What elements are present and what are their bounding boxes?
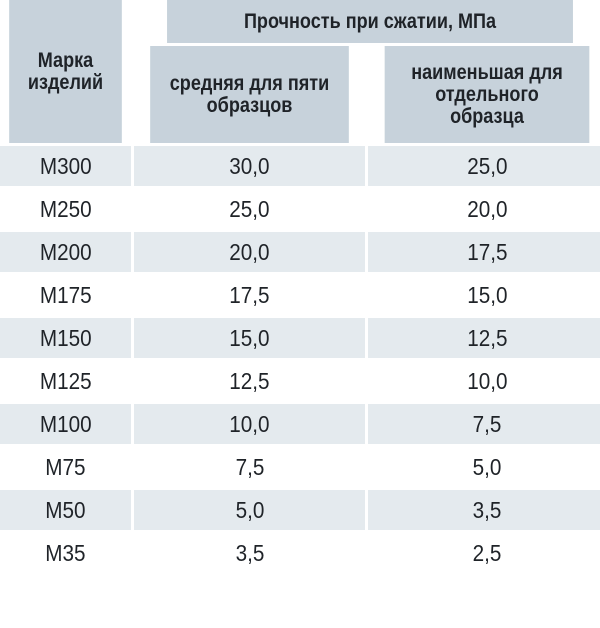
table-row: M200 20,0 17,5 [0,232,600,272]
table-row: M125 12,5 10,0 [0,361,600,401]
header-strength-group-label: Прочность при сжатии, МПа [243,9,497,33]
min-value: 17,5 [466,238,508,265]
avg-value: 7,5 [235,453,264,480]
avg-value: 30,0 [229,152,270,179]
grade-value: M250 [39,195,92,222]
avg-cell: 30,0 [134,146,365,186]
strength-table: Марка изделий Прочность при сжатии, МПа … [0,0,600,573]
grade-cell: M200 [0,232,131,272]
table-row: M150 15,0 12,5 [0,318,600,358]
grade-value: M200 [39,238,92,265]
table-body: M300 30,0 25,0 M250 25,0 20,0 M200 20,0 … [0,146,600,573]
min-cell: 5,0 [368,447,600,487]
grade-cell: M150 [0,318,131,358]
table-row: M50 5,0 3,5 [0,490,600,530]
min-cell: 10,0 [368,361,600,401]
table-row: M35 3,5 2,5 [0,533,600,573]
grade-value: M100 [39,410,92,437]
avg-cell: 5,0 [134,490,365,530]
min-value: 5,0 [472,453,502,480]
header-avg: средняя для пяти образцов [150,46,349,143]
min-cell: 20,0 [368,189,600,229]
table-row: M250 25,0 20,0 [0,189,600,229]
header-strength-group: Прочность при сжатии, МПа [167,0,573,43]
avg-value: 5,0 [235,496,264,523]
min-value: 10,0 [466,367,508,394]
avg-cell: 3,5 [134,533,365,573]
header-min-label: наименьшая для отдельного образца [411,60,563,128]
avg-value: 10,0 [229,410,270,437]
header-min: наименьшая для отдельного образца [384,46,590,143]
avg-cell: 17,5 [134,275,365,315]
avg-cell: 25,0 [134,189,365,229]
min-cell: 12,5 [368,318,600,358]
min-cell: 15,0 [368,275,600,315]
avg-value: 3,5 [235,539,264,566]
min-value: 2,5 [472,539,502,566]
grade-value: M150 [39,324,92,351]
min-cell: 17,5 [368,232,600,272]
grade-value: M125 [39,367,92,394]
min-cell: 2,5 [368,533,600,573]
grade-cell: M300 [0,146,131,186]
avg-cell: 7,5 [134,447,365,487]
avg-cell: 10,0 [134,404,365,444]
avg-value: 15,0 [229,324,270,351]
table-row: M175 17,5 15,0 [0,275,600,315]
grade-value: M75 [45,453,86,480]
avg-value: 17,5 [229,281,270,308]
grade-cell: M175 [0,275,131,315]
header-brand: Марка изделий [9,0,122,143]
min-value: 7,5 [472,410,502,437]
header-brand-label: Марка изделий [27,48,104,94]
table-row: M75 7,5 5,0 [0,447,600,487]
grade-value: M300 [39,152,92,179]
min-value: 25,0 [466,152,508,179]
avg-value: 20,0 [229,238,270,265]
avg-value: 12,5 [229,367,270,394]
min-cell: 25,0 [368,146,600,186]
grade-cell: M125 [0,361,131,401]
min-value: 20,0 [466,195,508,222]
avg-cell: 12,5 [134,361,365,401]
grade-cell: M35 [0,533,131,573]
grade-cell: M75 [0,447,131,487]
min-value: 12,5 [466,324,508,351]
min-cell: 7,5 [368,404,600,444]
table-header: Марка изделий Прочность при сжатии, МПа … [0,0,600,143]
avg-cell: 15,0 [134,318,365,358]
header-avg-label: средняя для пяти образцов [169,71,330,117]
table-row: M300 30,0 25,0 [0,146,600,186]
avg-cell: 20,0 [134,232,365,272]
grade-cell: M100 [0,404,131,444]
grade-value: M175 [39,281,92,308]
min-value: 3,5 [472,496,502,523]
avg-value: 25,0 [229,195,270,222]
min-cell: 3,5 [368,490,600,530]
grade-value: M50 [45,496,86,523]
grade-cell: M250 [0,189,131,229]
min-value: 15,0 [466,281,508,308]
grade-value: M35 [45,539,86,566]
grade-cell: M50 [0,490,131,530]
table-row: M100 10,0 7,5 [0,404,600,444]
